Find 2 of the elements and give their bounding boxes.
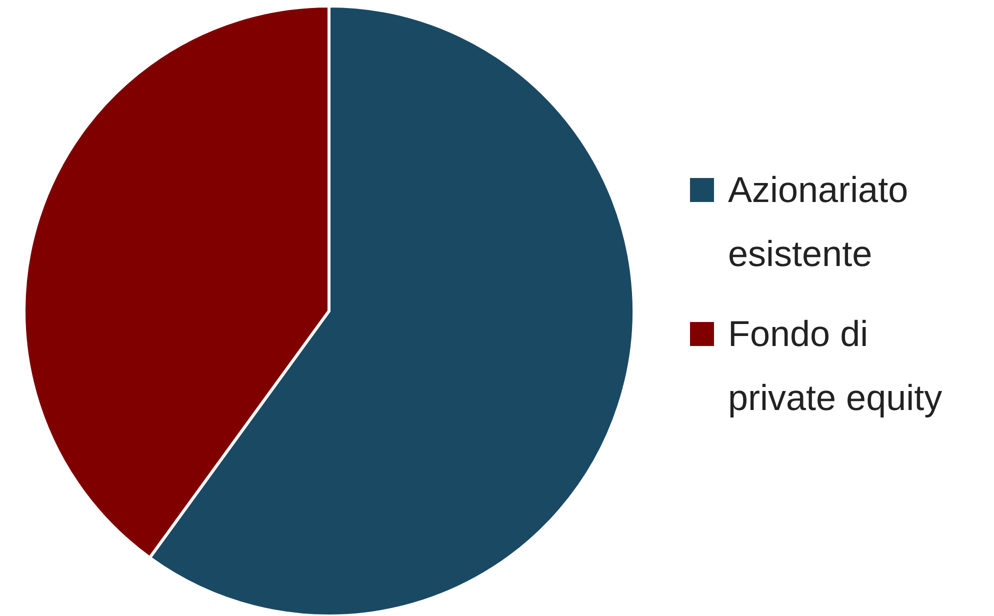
- legend-label: Azionariato esistente: [728, 169, 908, 274]
- legend-label: Fondo di private equity: [728, 313, 942, 418]
